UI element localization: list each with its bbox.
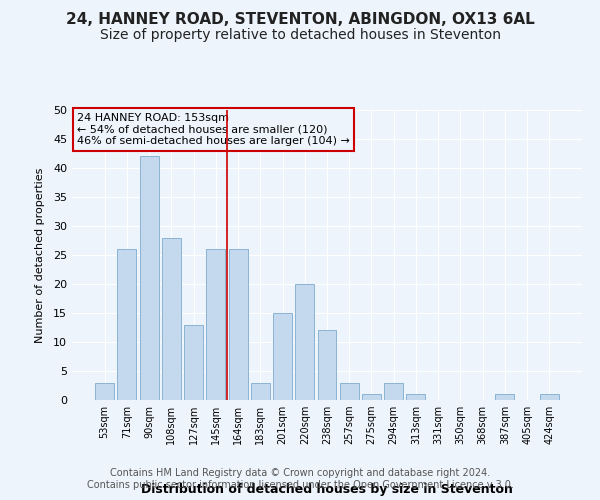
Bar: [229, 249, 248, 400]
Text: Contains public sector information licensed under the Open Government Licence v : Contains public sector information licen…: [86, 480, 514, 490]
Bar: [362, 394, 381, 400]
Bar: [273, 313, 292, 400]
Text: Size of property relative to detached houses in Steventon: Size of property relative to detached ho…: [100, 28, 500, 42]
Bar: [95, 382, 114, 400]
Bar: [496, 394, 514, 400]
Text: 24, HANNEY ROAD, STEVENTON, ABINGDON, OX13 6AL: 24, HANNEY ROAD, STEVENTON, ABINGDON, OX…: [65, 12, 535, 28]
Bar: [406, 394, 425, 400]
Bar: [118, 249, 136, 400]
Bar: [384, 382, 403, 400]
Y-axis label: Number of detached properties: Number of detached properties: [35, 168, 44, 342]
Bar: [251, 382, 270, 400]
Bar: [184, 324, 203, 400]
Text: Contains HM Land Registry data © Crown copyright and database right 2024.: Contains HM Land Registry data © Crown c…: [110, 468, 490, 477]
X-axis label: Distribution of detached houses by size in Steventon: Distribution of detached houses by size …: [141, 483, 513, 496]
Bar: [140, 156, 158, 400]
Text: 24 HANNEY ROAD: 153sqm
← 54% of detached houses are smaller (120)
46% of semi-de: 24 HANNEY ROAD: 153sqm ← 54% of detached…: [77, 113, 350, 146]
Bar: [206, 249, 225, 400]
Bar: [295, 284, 314, 400]
Bar: [340, 382, 359, 400]
Bar: [317, 330, 337, 400]
Bar: [162, 238, 181, 400]
Bar: [540, 394, 559, 400]
